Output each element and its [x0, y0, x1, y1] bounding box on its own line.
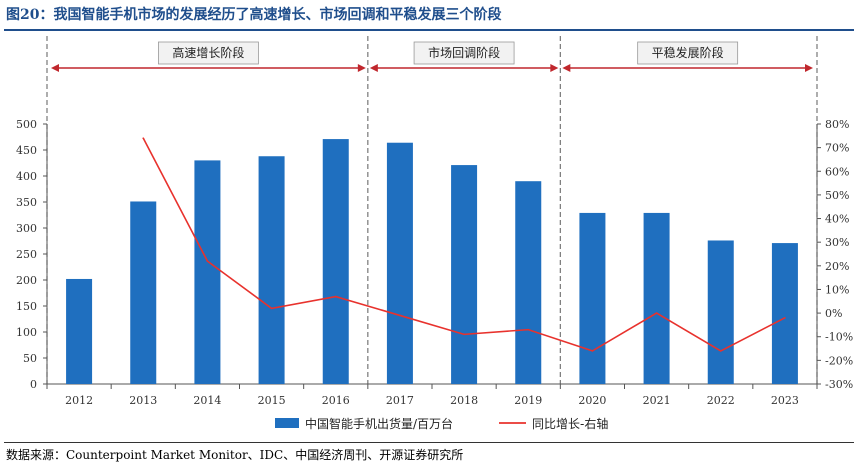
phase-layer: 高速增长阶段 市场回调阶段 平稳发展阶段 — [46, 36, 818, 384]
x-tick-label: 2020 — [578, 394, 606, 407]
bar-2018 — [451, 165, 478, 384]
axis-layer: 0 50 100 150 200 250 300 350 400 450 500 -30% -20% -1… — [16, 118, 853, 407]
legend-line-label: 同比增长-右轴 — [532, 416, 608, 431]
source-note: 数据来源：Counterpoint Market Monitor、IDC、中国经… — [6, 448, 464, 462]
right-tick-label: 20% — [825, 260, 849, 273]
growth-point-2020 — [591, 350, 594, 352]
title-rule — [4, 29, 854, 31]
phase-label-box — [637, 41, 739, 65]
x-tick-label: 2018 — [450, 394, 478, 407]
left-tick-label: 500 — [16, 118, 37, 131]
x-tick-label: 2013 — [129, 394, 157, 407]
growth-point-2021 — [655, 312, 658, 314]
phase-label: 高速增长阶段 — [172, 45, 244, 60]
right-tick-label: 60% — [825, 165, 849, 178]
phase-arrowhead-right — [357, 64, 366, 72]
x-tick-label: 2023 — [771, 394, 799, 407]
growth-point-2013 — [142, 137, 145, 139]
phase-label: 平稳发展阶段 — [652, 45, 724, 60]
legend-bar-swatch — [275, 418, 299, 428]
figure-title: 图20：我国智能手机市场的发展经历了高速增长、市场回调和平稳发展三个阶段 — [6, 7, 502, 23]
left-tick-label: 150 — [16, 300, 37, 313]
growth-point-2017 — [399, 314, 401, 317]
bar-2023 — [771, 243, 798, 384]
bar-2021 — [643, 212, 670, 384]
legend-bar-label: 中国智能手机出货量/百万台 — [305, 416, 453, 431]
phase-label-box — [413, 41, 515, 65]
growth-point-2019 — [527, 328, 530, 331]
growth-point-2023 — [784, 317, 786, 319]
phase-label: 市场回调阶段 — [428, 45, 500, 60]
right-tick-label: -10% — [825, 331, 853, 344]
right-tick-label: 30% — [825, 236, 849, 249]
right-tick-label: 40% — [825, 213, 849, 226]
right-tick-label: 70% — [825, 142, 849, 155]
left-tick-label: 400 — [16, 170, 37, 183]
growth-point-2018 — [463, 333, 465, 336]
right-tick-label: 0% — [825, 307, 842, 320]
growth-point-2014 — [206, 260, 209, 262]
growth-point-2015 — [270, 307, 273, 310]
growth-point-2016 — [334, 295, 337, 298]
bar-layer — [66, 139, 798, 384]
right-tick-label: -30% — [825, 378, 853, 391]
bar-2014 — [194, 160, 221, 384]
bar-2020 — [579, 212, 606, 384]
bar-2022 — [707, 240, 734, 384]
bar-2015 — [258, 156, 285, 384]
x-tick-label: 2014 — [193, 394, 221, 407]
growth-point-2022 — [719, 350, 722, 352]
x-tick-label: 2022 — [707, 394, 735, 407]
right-tick-label: 10% — [825, 283, 849, 296]
left-tick-label: 450 — [16, 144, 37, 157]
x-tick-label: 2015 — [258, 394, 286, 407]
legend-layer: 中国智能手机出货量/百万台 同比增长-右轴 — [275, 416, 608, 431]
left-tick-label: 350 — [16, 196, 37, 209]
left-tick-label: 200 — [16, 274, 37, 287]
left-tick-label: 0 — [30, 378, 37, 391]
bar-2016 — [322, 139, 349, 384]
phase-arrowhead-left — [51, 64, 59, 72]
x-tick-label: 2016 — [322, 394, 350, 407]
x-tick-label: 2017 — [386, 394, 414, 407]
phase-arrowhead-right — [805, 64, 813, 72]
phase-arrowhead-right — [550, 64, 559, 72]
bar-2019 — [515, 181, 542, 384]
phase-arrowhead-left — [369, 64, 378, 72]
x-tick-label: 2012 — [65, 394, 93, 407]
bar-2013 — [130, 201, 157, 384]
right-tick-label: 80% — [825, 118, 849, 131]
left-tick-label: 100 — [16, 326, 37, 339]
left-tick-label: 50 — [23, 352, 37, 365]
x-tick-label: 2021 — [643, 394, 671, 407]
left-tick-label: 250 — [16, 248, 37, 261]
line-layer — [142, 137, 786, 352]
x-tick-label: 2019 — [514, 394, 542, 407]
bottom-rule — [4, 442, 854, 443]
bar-2012 — [66, 278, 93, 384]
phase-arrowhead-left — [562, 64, 571, 72]
bar-2017 — [386, 142, 413, 384]
left-tick-label: 300 — [16, 222, 37, 235]
right-tick-label: 50% — [825, 189, 849, 202]
right-tick-label: -20% — [825, 354, 853, 367]
phase-label-box — [158, 41, 259, 65]
